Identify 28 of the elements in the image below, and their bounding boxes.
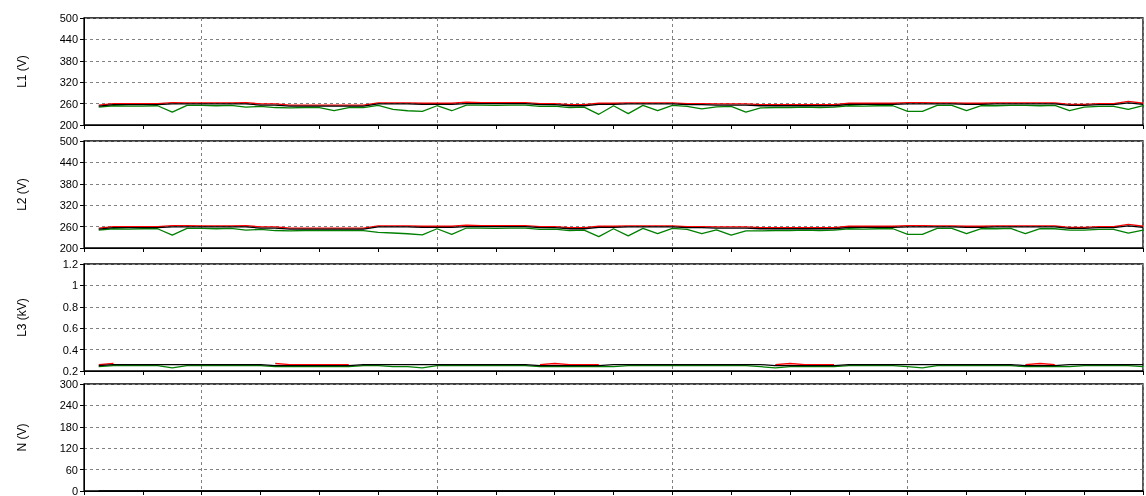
y-tick-label: 260 [59,97,78,110]
y-tick-label: 380 [59,177,78,190]
y-tick-label: 1.2 [62,258,78,270]
y-axis-title: N (V) [15,423,29,452]
y-tick-label: 320 [59,199,78,212]
y-tick-label: 0 [71,485,78,496]
y-tick-label: 200 [59,242,78,254]
y-tick-label: 320 [59,76,78,89]
y-tick-label: 1 [71,279,78,292]
y-tick-label: 120 [59,442,78,455]
y-tick-label: 60 [65,463,78,476]
y-tick-label: 440 [59,33,78,46]
y-tick-label: 180 [59,420,78,433]
y-tick-label: 500 [59,135,78,147]
y-tick-label: 380 [59,54,78,67]
y-axis-title: L3 (kV) [15,298,29,337]
y-tick-label: 240 [59,399,78,412]
y-tick-label: 500 [59,12,78,24]
y-axis-title: L1 (V) [15,55,29,88]
y-tick-label: 0.6 [62,322,78,335]
y-tick-label: 0.8 [62,300,78,313]
y-tick-label: 300 [59,378,78,390]
y-tick-label: 0.2 [62,365,78,377]
y-tick-label: 200 [59,119,78,131]
y-tick-label: 260 [59,220,78,233]
y-tick-label: 440 [59,156,78,169]
y-tick-label: 0.4 [62,343,78,356]
y-axis-title: L2 (V) [15,178,29,211]
